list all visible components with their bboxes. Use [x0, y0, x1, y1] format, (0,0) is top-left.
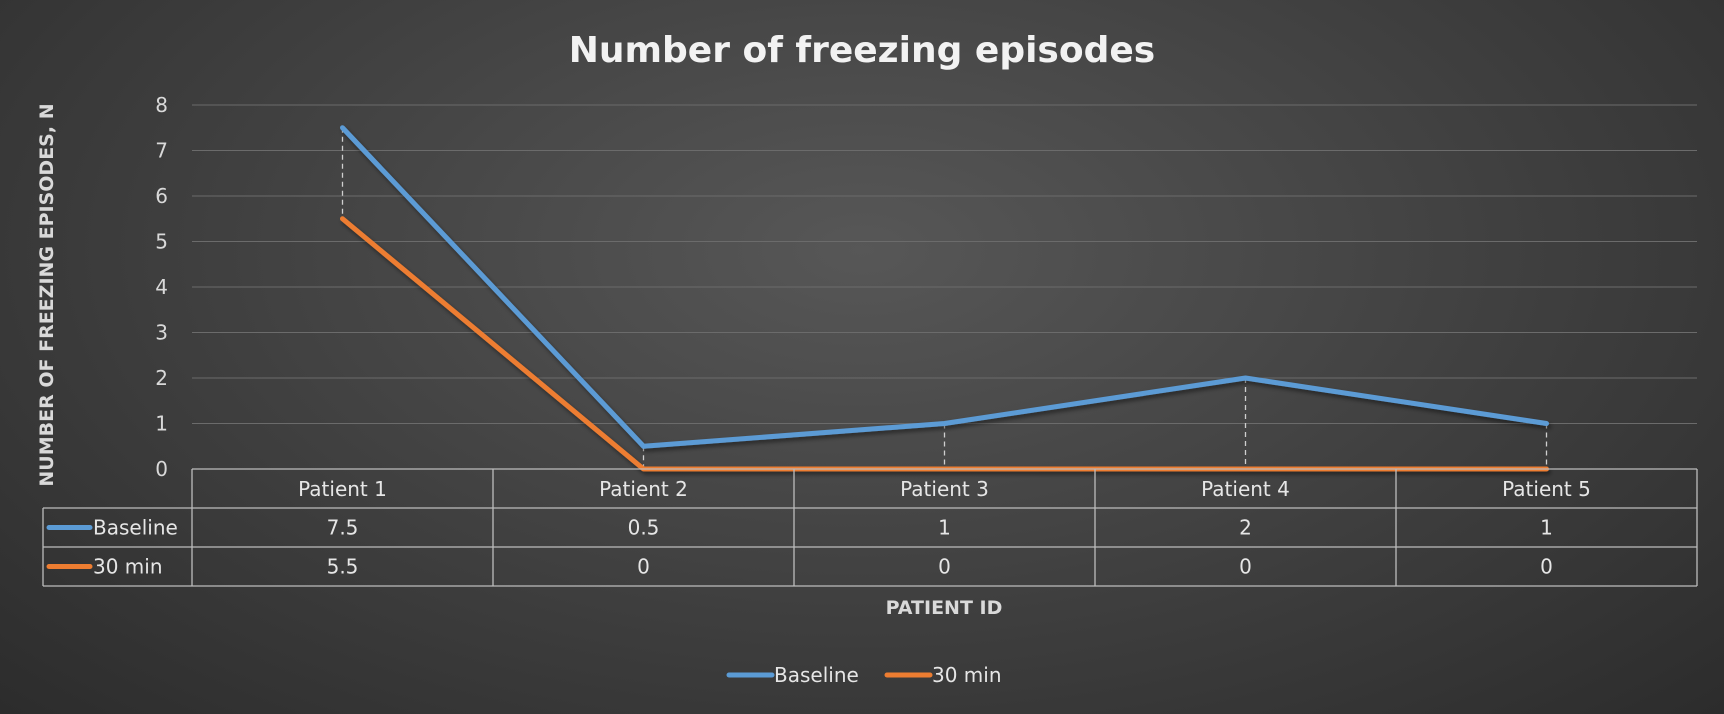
table-cell: 0	[637, 555, 650, 579]
gridlines	[192, 104, 1697, 424]
y-tick-label: 1	[155, 412, 168, 436]
y-tick-label: 0	[155, 457, 168, 481]
table-cell: 0	[938, 555, 951, 579]
y-tick-label: 7	[155, 139, 168, 163]
table-cell: 7.5	[327, 516, 359, 540]
y-tick-label: 5	[155, 230, 168, 254]
category-label: Patient 3	[900, 477, 989, 501]
category-label: Patient 2	[599, 477, 688, 501]
table-row-label: Baseline	[93, 516, 178, 540]
category-label: Patient 4	[1201, 477, 1290, 501]
legend: Baseline 30 min	[726, 663, 1002, 687]
category-label: Patient 1	[298, 477, 387, 501]
category-label: Patient 5	[1502, 477, 1591, 501]
data-table: Patient 1 Patient 2 Patient 3 Patient 4 Pati…	[42, 468, 1698, 587]
table-cell: 1	[1540, 516, 1553, 540]
y-tick-label: 4	[155, 275, 168, 299]
legend-label-baseline: Baseline	[774, 663, 859, 687]
drop-lines	[341, 127, 1548, 469]
y-tick-label: 2	[155, 366, 168, 390]
table-cell: 1	[938, 516, 951, 540]
chart-title: Number of freezing episodes	[569, 30, 1155, 71]
y-tick-label: 8	[155, 93, 168, 117]
y-axis-title: NUMBER OF FREEZING EPISODES, N	[36, 103, 58, 486]
series-line-30-min	[340, 216, 1549, 472]
y-tick-label: 6	[155, 184, 168, 208]
table-cell: 0	[1239, 555, 1252, 579]
table-row-label: 30 min	[93, 555, 163, 579]
legend-label-30-min: 30 min	[932, 663, 1002, 687]
y-tick-label: 3	[155, 321, 168, 345]
x-axis-title: PATIENT ID	[886, 597, 1003, 619]
table-cell: 0.5	[628, 516, 660, 540]
series-lines	[340, 125, 1549, 472]
y-tick-labels: 0 1 2 3 4 5 6 7 8	[155, 93, 168, 481]
table-cell: 2	[1239, 516, 1252, 540]
table-cell: 0	[1540, 555, 1553, 579]
series-line-baseline	[340, 125, 1549, 449]
table-cell: 5.5	[327, 555, 359, 579]
